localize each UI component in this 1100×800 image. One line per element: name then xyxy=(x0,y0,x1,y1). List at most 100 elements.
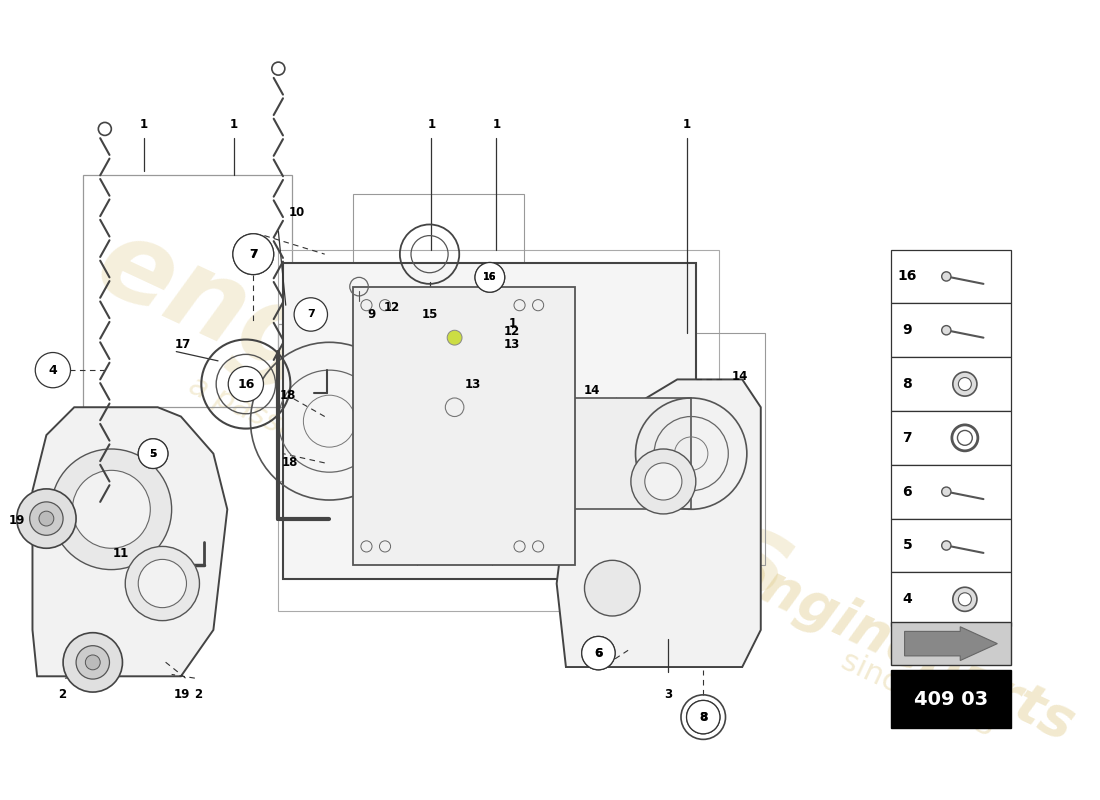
Text: 1: 1 xyxy=(427,118,436,130)
Circle shape xyxy=(294,298,328,331)
Circle shape xyxy=(30,502,63,535)
Text: 8: 8 xyxy=(698,710,707,724)
Text: 7: 7 xyxy=(250,249,257,259)
Bar xyxy=(353,286,575,565)
Circle shape xyxy=(139,438,168,469)
Circle shape xyxy=(228,366,264,402)
Text: 7: 7 xyxy=(307,310,315,319)
Text: 1: 1 xyxy=(509,318,517,330)
Bar xyxy=(891,411,1011,465)
Circle shape xyxy=(35,353,70,388)
Text: 15: 15 xyxy=(421,308,438,321)
Text: 19: 19 xyxy=(9,514,25,527)
Bar xyxy=(84,175,293,407)
Circle shape xyxy=(16,489,76,548)
Bar xyxy=(891,518,1011,572)
Text: 2: 2 xyxy=(58,688,66,702)
Bar xyxy=(278,324,381,482)
Text: 14: 14 xyxy=(732,370,748,383)
Text: engineparts: engineparts xyxy=(717,544,1082,753)
Text: 12: 12 xyxy=(384,302,399,314)
Polygon shape xyxy=(904,626,998,661)
Text: 13: 13 xyxy=(465,378,482,391)
Text: 5: 5 xyxy=(150,449,157,458)
Text: 10: 10 xyxy=(289,206,305,219)
Circle shape xyxy=(958,378,971,390)
Text: 7: 7 xyxy=(249,248,257,261)
Text: 6: 6 xyxy=(902,485,912,498)
Text: 2: 2 xyxy=(195,688,202,702)
Text: 1: 1 xyxy=(230,118,238,130)
Circle shape xyxy=(942,272,952,281)
Text: 19: 19 xyxy=(174,688,190,702)
Text: 1: 1 xyxy=(493,118,500,130)
Circle shape xyxy=(86,655,100,670)
Circle shape xyxy=(953,587,977,611)
Text: a passion for parts since 1985: a passion for parts since 1985 xyxy=(184,371,614,592)
Text: 8: 8 xyxy=(700,712,707,722)
Text: 5: 5 xyxy=(150,449,156,458)
Circle shape xyxy=(139,559,187,608)
Text: 409 03: 409 03 xyxy=(914,690,988,709)
Text: since 1985: since 1985 xyxy=(837,646,1000,743)
Bar xyxy=(561,398,691,510)
Text: 16: 16 xyxy=(483,272,496,282)
Circle shape xyxy=(686,701,719,734)
Polygon shape xyxy=(557,379,761,667)
Bar xyxy=(891,303,1011,357)
Text: 16: 16 xyxy=(483,272,496,282)
Bar xyxy=(891,572,1011,626)
Circle shape xyxy=(686,701,719,734)
Circle shape xyxy=(272,62,285,75)
Text: 18: 18 xyxy=(282,457,298,470)
Circle shape xyxy=(39,511,54,526)
Circle shape xyxy=(448,330,462,345)
Text: 16: 16 xyxy=(238,378,254,390)
Bar xyxy=(353,194,525,314)
Text: 1: 1 xyxy=(140,118,147,130)
Circle shape xyxy=(125,546,199,621)
Text: 4: 4 xyxy=(48,364,57,377)
Text: 9: 9 xyxy=(902,323,912,338)
Circle shape xyxy=(98,122,111,135)
Circle shape xyxy=(582,637,615,670)
Circle shape xyxy=(233,234,274,274)
Circle shape xyxy=(582,637,615,670)
Text: 16: 16 xyxy=(898,270,917,283)
Bar xyxy=(891,250,1011,303)
Circle shape xyxy=(76,646,110,679)
Polygon shape xyxy=(33,407,228,676)
Circle shape xyxy=(942,541,952,550)
Circle shape xyxy=(63,633,122,692)
Bar xyxy=(891,622,1011,665)
Circle shape xyxy=(475,262,505,292)
Text: 5: 5 xyxy=(902,538,912,553)
Bar xyxy=(891,670,1011,728)
Text: 7: 7 xyxy=(902,431,912,445)
Circle shape xyxy=(475,262,505,292)
Circle shape xyxy=(942,326,952,335)
Circle shape xyxy=(233,234,274,274)
Text: 14: 14 xyxy=(584,384,601,397)
Bar xyxy=(278,250,719,611)
Text: 11: 11 xyxy=(112,547,129,560)
Text: 9: 9 xyxy=(367,308,375,321)
Circle shape xyxy=(584,560,640,616)
Circle shape xyxy=(139,438,168,469)
Circle shape xyxy=(958,593,971,606)
Circle shape xyxy=(645,463,682,500)
Text: 6: 6 xyxy=(594,648,603,658)
Text: 8: 8 xyxy=(902,377,912,391)
Text: 18: 18 xyxy=(279,389,296,402)
Circle shape xyxy=(73,470,151,548)
Bar xyxy=(891,357,1011,411)
Text: 12: 12 xyxy=(504,325,520,338)
Text: engineparts: engineparts xyxy=(80,208,811,625)
Circle shape xyxy=(942,487,952,496)
Text: 17: 17 xyxy=(175,338,191,350)
Text: 3: 3 xyxy=(664,688,672,702)
Circle shape xyxy=(51,449,172,570)
Circle shape xyxy=(953,372,977,396)
Bar xyxy=(283,263,696,579)
Text: 1: 1 xyxy=(682,118,691,130)
